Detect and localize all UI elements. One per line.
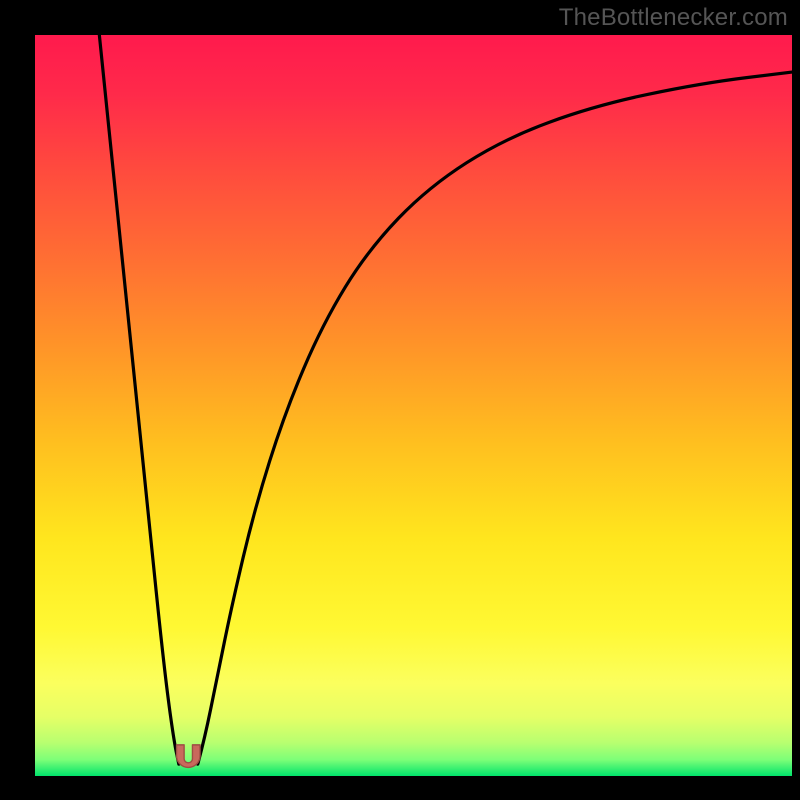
bottleneck-chart: TheBottlenecker.com	[0, 0, 800, 800]
chart-svg	[0, 0, 800, 800]
chart-background	[35, 35, 792, 776]
